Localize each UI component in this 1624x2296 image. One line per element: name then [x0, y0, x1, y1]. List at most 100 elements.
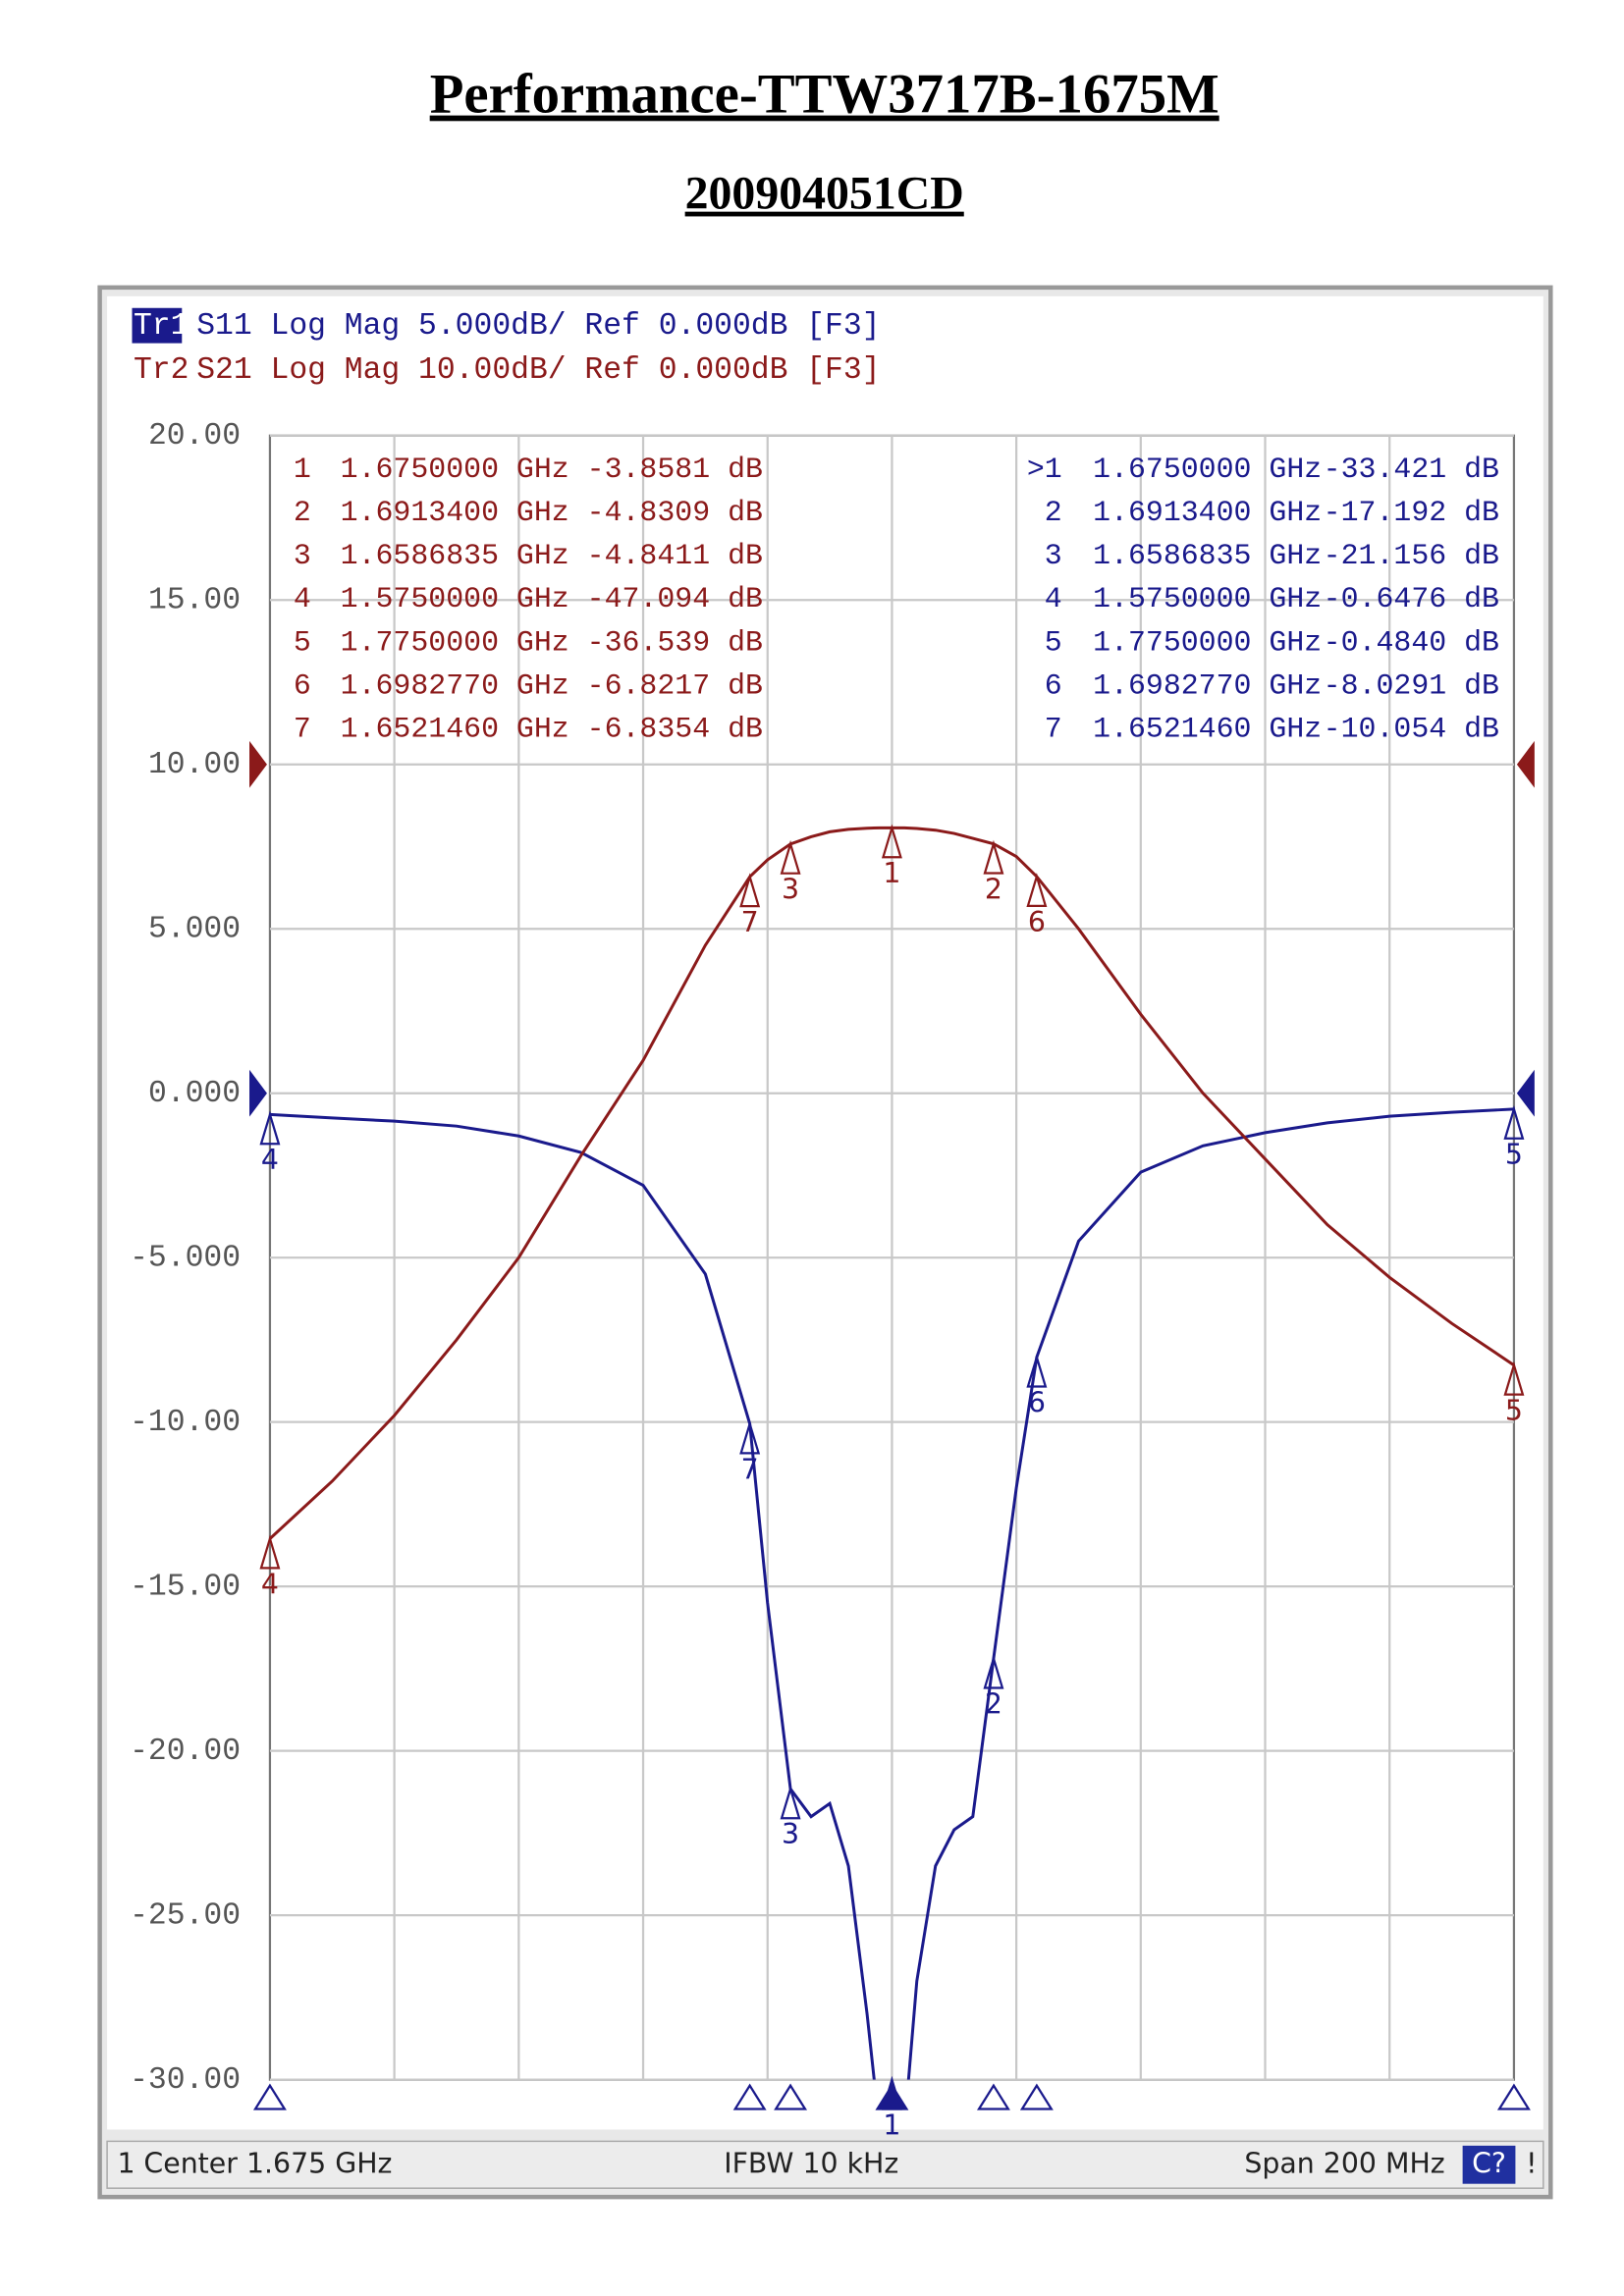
- marker-label: 1: [883, 2109, 900, 2141]
- y-tick-label: -30.00: [130, 2063, 241, 2098]
- marker-value: -47.094 dB: [587, 582, 763, 615]
- chart-title: Performance-TTW3717B-1675M: [430, 64, 1219, 126]
- marker-id: 3: [1045, 539, 1062, 572]
- marker-freq: 1.7750000 GHz: [1093, 625, 1322, 659]
- marker-triangle: [881, 824, 902, 859]
- marker-label: 3: [782, 1818, 799, 1850]
- y-tick-label: 20.00: [148, 419, 241, 454]
- marker-label: 4: [261, 1568, 279, 1600]
- marker-label: 3: [782, 874, 799, 906]
- marker-value: -36.539 dB: [587, 625, 763, 659]
- y-tick-label: 10.00: [148, 748, 241, 782]
- ref-arrow-right: [1516, 740, 1535, 788]
- marker-id: 1: [1045, 453, 1062, 486]
- marker-freq: 1.6982770 GHz: [341, 668, 569, 702]
- ref-arrow-left: [249, 740, 267, 788]
- marker-freq: 1.6586835 GHz: [341, 539, 569, 572]
- marker-value: -8.0291 dB: [1324, 668, 1499, 702]
- y-tick-label: 0.000: [148, 1077, 241, 1111]
- marker-freq: 1.6586835 GHz: [1093, 539, 1322, 572]
- stimulus-marker: [252, 2083, 287, 2110]
- marker-label: 2: [985, 1687, 1002, 1720]
- marker-freq: 1.6521460 GHz: [341, 712, 569, 745]
- marker-id: 7: [294, 712, 311, 745]
- stimulus-marker: [976, 2083, 1010, 2110]
- marker-freq: 1.6913400 GHz: [1093, 496, 1322, 529]
- marker-label: 7: [741, 906, 759, 938]
- marker-triangle: [780, 1785, 801, 1820]
- marker-triangle: [983, 839, 1004, 875]
- marker-label: 2: [985, 873, 1002, 905]
- marker-value: -17.192 dB: [1324, 496, 1499, 529]
- marker-value: -3.8581 dB: [587, 453, 763, 486]
- ref-arrow-right: [1516, 1069, 1535, 1117]
- marker-value: -0.4840 dB: [1324, 625, 1499, 659]
- y-tick-label: 5.000: [148, 912, 241, 946]
- stimulus-marker: [1496, 2083, 1531, 2110]
- marker-triangle: [1503, 1105, 1525, 1140]
- marker-id: 7: [1045, 712, 1062, 745]
- marker-freq: 1.6982770 GHz: [1093, 668, 1322, 702]
- center-frequency: Center 1.675 GHz: [143, 2147, 392, 2179]
- marker-freq: 1.6750000 GHz: [1093, 453, 1322, 486]
- marker-label: 7: [741, 1453, 759, 1485]
- marker-freq: 1.6750000 GHz: [341, 453, 569, 486]
- marker-id: 1: [294, 453, 311, 486]
- marker-value: -0.6476 dB: [1324, 582, 1499, 615]
- marker-triangle: [1503, 1361, 1525, 1396]
- marker-value: -6.8217 dB: [587, 668, 763, 702]
- ref-arrow-left: [249, 1069, 267, 1117]
- y-tick-label: -15.00: [130, 1570, 241, 1604]
- ifbw: IFBW 10 kHz: [724, 2147, 898, 2179]
- marker-label: 6: [1028, 1386, 1046, 1418]
- marker-triangle: [780, 839, 801, 875]
- marker-triangle: [1026, 1353, 1048, 1388]
- status-box: [1462, 2145, 1516, 2184]
- marker-freq: 1.7750000 GHz: [341, 625, 569, 659]
- marker-label: 6: [1028, 906, 1046, 938]
- marker-triangle: [1026, 873, 1048, 907]
- y-tick-label: -25.00: [130, 1898, 241, 1933]
- status-bar: [106, 2140, 1544, 2189]
- marker-value: -4.8309 dB: [587, 496, 763, 529]
- marker-id: 4: [1045, 582, 1062, 615]
- trace-tag: Tr2: [134, 353, 189, 388]
- stimulus-marker: [774, 2083, 808, 2110]
- marker-id: 5: [1045, 625, 1062, 659]
- marker-value: -21.156 dB: [1324, 539, 1499, 572]
- marker-id: 2: [294, 496, 311, 529]
- marker-label: 5: [1505, 1139, 1523, 1171]
- status: C?: [1472, 2147, 1506, 2179]
- marker-triangle: [259, 1534, 281, 1570]
- marker-value: -33.421 dB: [1324, 453, 1499, 486]
- trace-tag: Tr1: [134, 309, 189, 344]
- y-tick-label: -5.000: [130, 1241, 241, 1275]
- active-trace-box: [132, 307, 183, 344]
- stimulus-marker: [875, 2083, 909, 2110]
- stimulus-marker: [1019, 2083, 1054, 2110]
- marker-freq: 1.5750000 GHz: [341, 582, 569, 615]
- marker-id: 6: [294, 668, 311, 702]
- marker-label: 1: [883, 857, 900, 889]
- marker-freq: 1.5750000 GHz: [1093, 582, 1322, 615]
- y-tick-label: -20.00: [130, 1735, 241, 1769]
- flag: !: [1526, 2147, 1537, 2179]
- marker-id: 3: [294, 539, 311, 572]
- marker-freq: 1.6913400 GHz: [341, 496, 569, 529]
- marker-id: 5: [294, 625, 311, 659]
- stimulus-marker: [732, 2083, 767, 2110]
- y-tick-label: -10.00: [130, 1406, 241, 1440]
- marker-label: 4: [261, 1144, 279, 1176]
- active-marker-prefix: >: [1027, 453, 1045, 486]
- trace-header: S11 Log Mag 5.000dB/ Ref 0.000dB [F3]: [196, 309, 880, 344]
- marker-triangle: [739, 873, 761, 908]
- marker-id: 4: [294, 582, 311, 615]
- marker-triangle: [739, 1419, 761, 1455]
- channel-number: 1: [118, 2147, 135, 2179]
- marker-value: -4.8411 dB: [587, 539, 763, 572]
- marker-value: -6.8354 dB: [587, 712, 763, 745]
- marker-freq: 1.6521460 GHz: [1093, 712, 1322, 745]
- marker-triangle: [259, 1110, 281, 1146]
- trace-header: S21 Log Mag 10.00dB/ Ref 0.000dB [F3]: [196, 353, 880, 388]
